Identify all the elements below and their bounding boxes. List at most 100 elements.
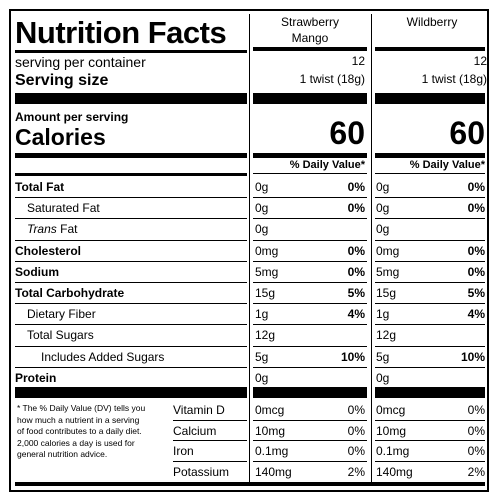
vitamin-label: Vitamin D	[173, 403, 225, 417]
label-calories: Calories	[15, 124, 106, 150]
col1-amount: 0mcg	[255, 403, 285, 417]
row-separator	[253, 366, 367, 368]
row-separator	[15, 260, 247, 262]
col1-dv: 0%	[347, 201, 365, 216]
col1-amount: 15g	[255, 286, 276, 300]
row-separator	[253, 239, 367, 241]
col1-dv: 0%	[347, 180, 365, 194]
col2-dv: 0%	[467, 423, 485, 438]
nutrient-label-italic: Trans	[27, 222, 57, 237]
col1-amount: 1g	[255, 307, 269, 322]
row-separator	[15, 366, 247, 368]
label-title: Nutrition Facts	[15, 15, 227, 50]
col2-amount: 0mcg	[376, 403, 406, 417]
row-separator	[253, 197, 367, 199]
label-serving-size: Serving size	[15, 72, 109, 89]
calories-rule-a	[15, 153, 247, 158]
col2-calories: 60	[449, 115, 485, 151]
col2-amount: 0g	[376, 222, 390, 237]
vitamin-label: Calcium	[173, 423, 217, 438]
col1-amount: 0g	[255, 222, 269, 237]
col2-serving-size: 1 twist (18g)	[421, 72, 487, 86]
col2-amount: 0g	[376, 370, 390, 385]
col1-dv: 0%	[347, 243, 365, 258]
nutrient-label-rest: Fat	[56, 222, 78, 237]
footnote-line: general nutrition advice.	[17, 449, 108, 459]
col1-amount: 0mg	[255, 243, 279, 258]
row-separator	[253, 419, 367, 421]
col2-amount: 5g	[376, 349, 390, 364]
col1-name-line1: Strawberry	[280, 15, 339, 29]
row-separator	[375, 440, 485, 441]
col2-amount: 5mg	[376, 264, 400, 279]
col1-amount: 5mg	[255, 264, 279, 279]
dv-rule-b	[253, 173, 367, 174]
nutrient-label: Total Fat	[15, 180, 65, 194]
nutrient-label: Dietary Fiber	[27, 307, 96, 322]
col1-dv: 4%	[347, 307, 365, 322]
col1-dv: 0%	[347, 423, 365, 438]
row-separator	[15, 282, 247, 283]
col2-amount: 1g	[376, 307, 390, 322]
col2-dv: 0%	[467, 264, 485, 279]
thick-rule-2c	[375, 387, 485, 398]
col1-amount: 12g	[255, 328, 276, 343]
column-divider-2	[371, 14, 372, 485]
row-separator	[253, 303, 367, 305]
thick-rule-1a	[15, 93, 247, 104]
row-separator	[375, 366, 485, 368]
col1-amount: 0.1mg	[255, 444, 289, 458]
row-separator	[15, 218, 247, 220]
col1-amount: 0g	[255, 370, 269, 385]
col2-dv: 0%	[467, 243, 485, 258]
row-separator	[173, 440, 247, 441]
col1-serving-size: 1 twist (18g)	[299, 72, 365, 86]
thick-rule-1b	[253, 93, 367, 104]
row-separator	[15, 324, 247, 326]
col2-name-line1: Wildberry	[406, 15, 458, 29]
footnote-line: * The % Daily Value (DV) tells you	[17, 403, 146, 413]
calories-rule-c	[375, 153, 485, 158]
footnote-line: of food contributes to a daily diet.	[17, 426, 142, 436]
row-separator	[253, 345, 367, 347]
label-servings-per-container: serving per container	[15, 54, 146, 70]
col1-dv: 5%	[347, 286, 365, 300]
footnote-line: 2,000 calories a day is used for	[17, 437, 135, 448]
row-separator	[375, 345, 485, 347]
row-separator	[253, 440, 367, 441]
col2-amount: 12g	[376, 328, 397, 343]
col2-amount: 10mg	[376, 423, 407, 438]
row-separator	[173, 419, 247, 421]
col1-amount: 0g	[255, 180, 269, 194]
nutrient-label: Trans Fat	[27, 223, 77, 235]
bottom-rule	[15, 482, 485, 486]
col2-servings: 12	[473, 54, 487, 68]
col1-amount: 10mg	[255, 423, 286, 438]
row-separator	[375, 419, 485, 421]
thick-rule-2a	[15, 387, 247, 398]
col1-amount: 5g	[255, 349, 269, 364]
row-separator	[15, 303, 247, 305]
label-amount-per-serving: Amount per serving	[15, 110, 129, 124]
row-separator	[375, 303, 485, 305]
col2-amount: 140mg	[376, 464, 413, 479]
row-separator	[253, 260, 367, 262]
col2-amount: 0.1mg	[376, 444, 410, 458]
row-separator	[173, 460, 247, 462]
thick-rule-1c	[375, 93, 485, 104]
col2-dv: 4%	[467, 307, 485, 322]
col2-dv: 0%	[467, 444, 485, 458]
col1-calories: 60	[329, 115, 365, 151]
row-separator	[15, 239, 247, 241]
col1-servings: 12	[351, 54, 365, 68]
col2-amount: 0g	[376, 180, 390, 194]
column-divider-1	[249, 14, 250, 485]
row-separator	[253, 324, 367, 326]
row-separator	[253, 460, 367, 462]
col2-dv: 0%	[467, 180, 485, 194]
col2-amount: 0g	[376, 201, 390, 216]
footnote-line: how much a nutrient in a serving	[17, 414, 140, 425]
col2-dv: 2%	[467, 464, 485, 479]
col1-daily-value-header: % Daily Value*	[289, 159, 365, 171]
col2-dv: 5%	[467, 286, 485, 300]
